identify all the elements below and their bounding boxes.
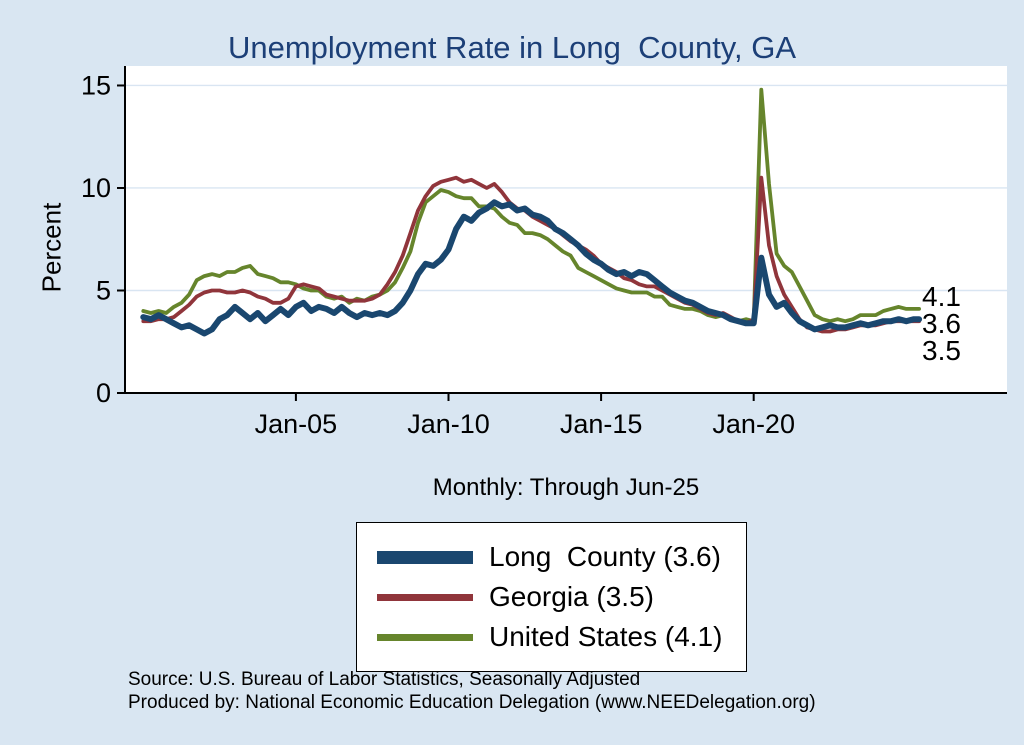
end-value-long-county: 3.6 bbox=[922, 308, 961, 339]
x-tick-label-Jan-05: Jan-05 bbox=[255, 409, 338, 439]
legend-label-united-states: United States (4.1) bbox=[489, 621, 723, 652]
legend-item-georgia: Georgia (3.5) bbox=[377, 577, 722, 617]
legend-swatch-long-county bbox=[377, 550, 473, 564]
legend-item-long-county: Long County (3.6) bbox=[377, 537, 722, 577]
y-tick-label-5: 5 bbox=[96, 275, 111, 305]
plot-area: 0 5 10 15 Jan-05 Jan-10 Jan-15 Jan-20 bbox=[81, 66, 1007, 439]
legend-swatch-georgia bbox=[377, 593, 473, 601]
x-tick-label-Jan-20: Jan-20 bbox=[712, 409, 795, 439]
y-tick-label-10: 10 bbox=[81, 173, 111, 203]
end-value-united-states: 4.1 bbox=[922, 281, 961, 312]
y-tick-label-15: 15 bbox=[81, 70, 111, 100]
source-line-1: Source: U.S. Bureau of Labor Statistics,… bbox=[128, 669, 641, 690]
y-tick-label-0: 0 bbox=[96, 378, 111, 408]
legend-item-united-states: United States (4.1) bbox=[377, 617, 722, 657]
legend-label-georgia: Georgia (3.5) bbox=[489, 581, 654, 612]
source-line-2: Produced by: National Economic Education… bbox=[128, 692, 816, 713]
legend: Long County (3.6) Georgia (3.5) United S… bbox=[356, 522, 748, 672]
series-line-long-county bbox=[140, 199, 923, 337]
chart-subtitle: Monthly: Through Jun-25 bbox=[432, 474, 700, 501]
plot-background bbox=[125, 66, 1007, 394]
legend-label-long-county: Long County (3.6) bbox=[489, 541, 721, 572]
x-tick-label-Jan-10: Jan-10 bbox=[407, 409, 490, 439]
end-value-georgia: 3.5 bbox=[922, 335, 961, 366]
legend-swatch-united-states bbox=[377, 633, 473, 641]
source-note: Source: U.S. Bureau of Labor Statistics,… bbox=[128, 668, 816, 714]
chart-svg: 0 5 10 15 Jan-05 Jan-10 Jan-15 Jan-20 bbox=[81, 66, 1007, 439]
chart-title: Unemployment Rate in Long County, GA bbox=[227, 30, 797, 65]
x-tick-label-Jan-15: Jan-15 bbox=[560, 409, 643, 439]
series-line-united-states bbox=[141, 87, 921, 324]
